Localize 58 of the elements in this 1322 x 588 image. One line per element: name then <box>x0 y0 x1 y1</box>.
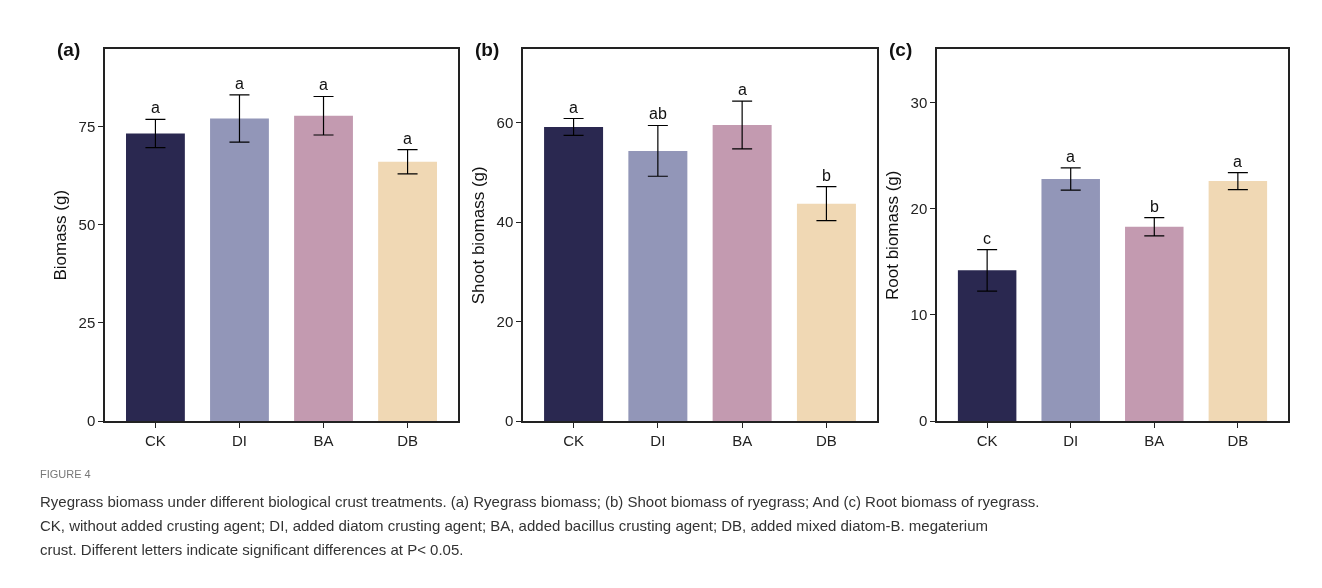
chart-title: (a) <box>57 39 81 60</box>
bar <box>796 203 856 422</box>
y-tick-label: 40 <box>496 213 514 231</box>
y-tick-label: 0 <box>86 412 96 430</box>
bar <box>628 150 688 422</box>
annotation: b <box>822 167 831 184</box>
y-tick-label: 50 <box>78 215 96 233</box>
x-tick-label: CK <box>563 431 584 449</box>
x-tick-label: CK <box>145 431 166 449</box>
y-axis-title: Shoot biomass (g) <box>468 166 488 305</box>
annotation: a <box>403 130 412 147</box>
annotation: a <box>1233 153 1242 170</box>
x-tick-label: BA <box>313 431 334 449</box>
y-tick-label: 25 <box>78 314 96 332</box>
y-tick-label: 60 <box>496 113 514 131</box>
x-tick-label: DI <box>1063 431 1079 449</box>
annotation: a <box>738 81 747 98</box>
annotation: b <box>1150 198 1159 215</box>
bar <box>378 161 437 422</box>
y-tick-label: 30 <box>910 93 928 111</box>
x-tick-label: DB <box>1227 431 1249 449</box>
caption: FIGURE 4 <box>40 468 91 480</box>
annotation: ab <box>649 105 667 122</box>
x-tick-label: BA <box>1144 431 1165 449</box>
y-axis-title: Root biomass (g) <box>882 170 902 300</box>
annotation: a <box>319 76 328 93</box>
bar <box>1125 226 1184 422</box>
bar <box>712 124 772 422</box>
annotation: a <box>569 99 578 116</box>
chart-title: (c) <box>889 39 913 60</box>
text: CK, without added crusting agent; DI, added diatom crusting agent; BA, added bacillus crusting agent; DB, added mixed diatom-B. megaterium <box>40 517 989 534</box>
bar <box>210 118 269 422</box>
bar <box>544 126 604 422</box>
y-tick-label: 0 <box>504 412 514 430</box>
bar <box>1041 178 1100 422</box>
bar <box>294 115 353 422</box>
annotation: a <box>151 99 160 116</box>
annotation: c <box>983 230 991 247</box>
text: crust. Different letters indicate significant differences at P< 0.05. <box>40 541 464 558</box>
bar <box>1208 181 1268 422</box>
x-tick-label: DB <box>816 431 837 449</box>
bar <box>957 270 1017 422</box>
x-tick-label: BA <box>732 431 753 449</box>
y-tick-label: 0 <box>918 412 928 430</box>
y-tick-label: 75 <box>78 117 96 135</box>
x-tick-label: CK <box>976 431 998 449</box>
text: Ryegrass biomass under different biological crust treatments. (a) Ryegrass biomass; (b) Shoot biomass of ryegrass; And (c) Root biomass of ryegrass. <box>40 493 1040 510</box>
y-tick-label: 20 <box>910 199 928 217</box>
y-tick-label: 20 <box>496 312 514 330</box>
x-tick-label: DI <box>231 431 247 449</box>
annotation: a <box>1066 148 1075 165</box>
x-tick-label: DB <box>397 431 418 449</box>
annotation: a <box>235 75 244 92</box>
chart-title: (b) <box>475 39 500 60</box>
y-tick-label: 10 <box>910 306 928 324</box>
bar <box>126 133 185 422</box>
x-tick-label: DI <box>650 431 666 449</box>
y-axis-title: Biomass (g) <box>50 189 70 281</box>
